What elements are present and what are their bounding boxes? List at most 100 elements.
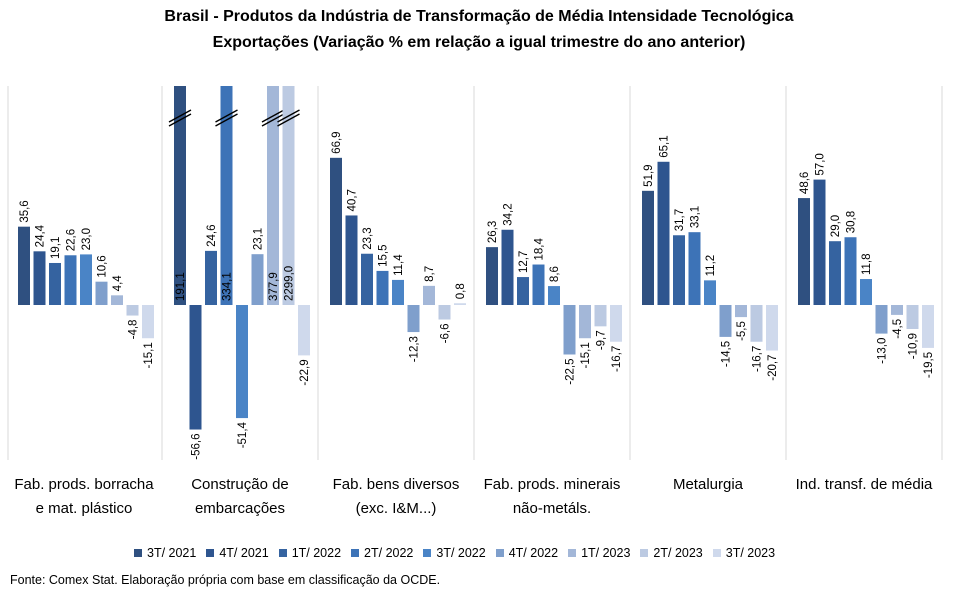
axis-break-mark <box>168 109 192 123</box>
bar <box>798 198 810 305</box>
data-label: -22,5 <box>565 359 577 385</box>
bar <box>111 295 123 305</box>
bar <box>891 305 903 315</box>
data-label: 2299,0 <box>284 266 296 301</box>
data-label: 0,8 <box>455 283 467 299</box>
category-label: Fab. prods. minerais <box>484 476 621 493</box>
bar <box>126 305 139 316</box>
legend-swatch <box>495 549 504 557</box>
legend-item: 1T/ 2022 <box>278 546 341 560</box>
data-label: 18,4 <box>534 238 546 261</box>
legend-label: 4T/ 2021 <box>219 546 269 560</box>
data-label: -16,7 <box>752 346 764 372</box>
bar <box>18 226 30 305</box>
legend-label: 2T/ 2022 <box>364 546 414 560</box>
data-label: 24,6 <box>206 224 218 246</box>
data-label: -56,6 <box>191 434 203 460</box>
bar <box>642 190 654 305</box>
bar <box>844 237 857 305</box>
data-label: -4,8 <box>128 320 140 340</box>
data-label: 26,3 <box>487 221 499 243</box>
bar <box>205 250 217 305</box>
bar <box>594 305 607 327</box>
bar <box>220 86 233 305</box>
bar <box>688 232 701 305</box>
data-label: -51,4 <box>237 421 249 448</box>
axis-break-mark <box>277 113 300 127</box>
data-label: -13,0 <box>877 338 889 364</box>
legend-swatch <box>423 549 432 557</box>
bar <box>33 251 46 305</box>
data-label: 48,6 <box>799 172 811 194</box>
chart-title-line1: Brasil - Produtos da Indústria de Transf… <box>164 8 794 25</box>
category-label: Construção de <box>191 476 289 493</box>
data-label: 23,1 <box>253 228 265 250</box>
bar <box>95 281 108 305</box>
data-label: 51,9 <box>643 164 655 186</box>
data-label: 30,8 <box>846 211 858 233</box>
data-label: -9,7 <box>596 330 608 350</box>
data-label: 34,2 <box>503 203 515 225</box>
data-label: -16,7 <box>611 346 623 372</box>
bar <box>361 253 373 305</box>
legend-label: 3T/ 2023 <box>725 546 776 560</box>
bar <box>750 305 763 342</box>
legend-item: 3T/ 2023 <box>712 546 776 560</box>
category-label: Fab. prods. borracha <box>14 476 154 493</box>
bar <box>251 254 264 305</box>
category-label: Metalurgia <box>673 476 744 493</box>
bar <box>875 305 888 334</box>
data-label: -15,1 <box>143 342 155 368</box>
data-label: 8,6 <box>549 266 561 282</box>
bar <box>813 179 826 305</box>
data-label: 12,7 <box>518 251 530 273</box>
data-label: 22,6 <box>66 229 78 251</box>
bar <box>829 241 841 305</box>
legend-swatch <box>351 549 360 557</box>
data-label: 191,1 <box>175 272 187 301</box>
data-label: 24,4 <box>35 224 47 247</box>
bar <box>407 305 420 333</box>
data-label: 8,7 <box>424 266 436 282</box>
legend-item: 4T/ 2022 <box>495 546 559 560</box>
bar <box>330 157 342 305</box>
chart-title-line2: Exportações (Variação % em relação a igu… <box>212 34 746 51</box>
data-label: -12,3 <box>409 336 421 362</box>
legend-swatch <box>640 549 649 557</box>
legend-label: 3T/ 2022 <box>436 546 486 560</box>
category-label: (exc. I&M...) <box>356 500 437 517</box>
axis-break-mark <box>215 113 238 127</box>
axis-break-mark <box>215 109 238 123</box>
data-label: -15,1 <box>580 342 592 368</box>
bar <box>174 86 186 305</box>
data-label: -19,5 <box>923 352 935 378</box>
data-label: -20,7 <box>767 355 779 381</box>
bar <box>486 247 498 305</box>
bar <box>719 305 732 337</box>
legend-item: 2T/ 2023 <box>640 546 703 560</box>
data-label: -10,9 <box>908 333 920 359</box>
bar <box>267 86 279 305</box>
data-label: -22,9 <box>299 359 311 385</box>
legend-label: 1T/ 2023 <box>581 546 631 560</box>
bar <box>704 280 716 305</box>
bar <box>423 285 435 305</box>
legend-label: 3T/ 2021 <box>147 546 197 560</box>
data-label: 23,0 <box>81 228 93 250</box>
bar <box>657 161 670 305</box>
chart-legend: 3T/ 2021 4T/ 2021 1T/ 2022 2T/ 2022 3T/ 2022… <box>134 546 934 560</box>
bar <box>860 279 872 305</box>
category-label: não-metáls. <box>513 500 591 517</box>
bar <box>282 86 295 305</box>
data-label: -4,5 <box>892 319 904 339</box>
bar <box>142 305 154 339</box>
legend-label: 4T/ 2022 <box>508 546 559 560</box>
data-label: 35,6 <box>19 200 31 222</box>
data-label: -6,6 <box>440 324 452 344</box>
data-label: 11,4 <box>393 254 405 276</box>
bar <box>501 229 514 305</box>
data-label: 10,6 <box>97 255 109 277</box>
legend-item: 4T/ 2021 <box>206 546 269 560</box>
